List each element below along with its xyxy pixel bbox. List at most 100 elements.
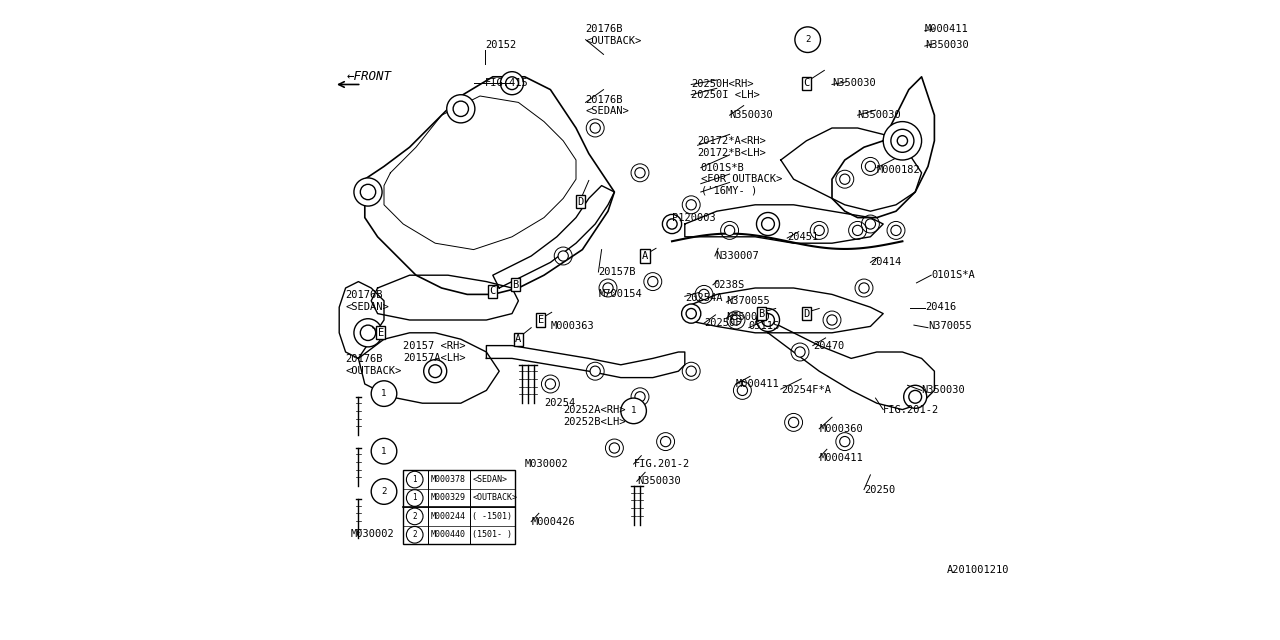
Text: 0101S*B
<FOR OUTBACK>
('16MY- ): 0101S*B <FOR OUTBACK> ('16MY- ) (701, 163, 782, 196)
Circle shape (447, 95, 475, 123)
Circle shape (648, 276, 658, 287)
Text: N370055: N370055 (727, 296, 771, 306)
Text: A201001210: A201001210 (947, 564, 1010, 575)
Circle shape (865, 161, 876, 172)
Text: N350030: N350030 (924, 40, 969, 50)
Circle shape (353, 178, 381, 206)
Circle shape (756, 212, 780, 236)
Text: 20254F*A: 20254F*A (781, 385, 831, 396)
Circle shape (682, 304, 701, 323)
Circle shape (762, 314, 774, 326)
Text: ( -1501): ( -1501) (472, 512, 512, 521)
Circle shape (407, 508, 422, 525)
Text: B: B (759, 308, 764, 319)
Circle shape (353, 319, 381, 347)
Circle shape (762, 218, 774, 230)
Polygon shape (781, 128, 922, 211)
Circle shape (371, 438, 397, 464)
Circle shape (361, 184, 376, 200)
Text: 20176B
<OUTBACK>: 20176B <OUTBACK> (585, 24, 641, 46)
Polygon shape (493, 186, 614, 288)
Text: D: D (577, 196, 584, 207)
Text: M000360: M000360 (819, 424, 863, 434)
Circle shape (590, 366, 600, 376)
Circle shape (407, 471, 422, 488)
Text: 20176B
<SEDAN>: 20176B <SEDAN> (585, 95, 630, 116)
Circle shape (686, 308, 696, 319)
Text: 20157 <RH>
20157A<LH>: 20157 <RH> 20157A<LH> (403, 341, 466, 363)
Text: 20470: 20470 (813, 340, 844, 351)
Text: <OUTBACK>: <OUTBACK> (472, 493, 517, 502)
Text: M000411: M000411 (819, 452, 863, 463)
Circle shape (686, 366, 696, 376)
Circle shape (660, 436, 671, 447)
Circle shape (635, 392, 645, 402)
Text: 20414: 20414 (870, 257, 901, 268)
Text: 20176B
<SEDAN>: 20176B <SEDAN> (346, 290, 389, 312)
Text: 2: 2 (412, 512, 417, 521)
Text: M000329: M000329 (430, 493, 466, 502)
Text: A: A (643, 251, 648, 261)
Circle shape (814, 225, 824, 236)
Text: M030002: M030002 (351, 529, 394, 540)
Text: N350030: N350030 (727, 312, 771, 322)
Circle shape (891, 129, 914, 152)
Text: M000378: M000378 (430, 475, 466, 484)
Circle shape (407, 490, 422, 506)
Text: 20176B
<OUTBACK>: 20176B <OUTBACK> (346, 354, 402, 376)
Circle shape (756, 308, 780, 332)
Text: E: E (538, 315, 544, 325)
Circle shape (506, 77, 518, 90)
Text: D: D (804, 308, 809, 319)
Circle shape (904, 385, 927, 408)
Circle shape (361, 325, 376, 340)
Polygon shape (685, 205, 883, 243)
Circle shape (724, 225, 735, 236)
Circle shape (609, 443, 620, 453)
Circle shape (788, 417, 799, 428)
Text: 20250H<RH>
20250I <LH>: 20250H<RH> 20250I <LH> (691, 79, 760, 100)
Circle shape (883, 122, 922, 160)
Text: 1: 1 (412, 475, 417, 484)
Circle shape (424, 360, 447, 383)
Circle shape (663, 214, 682, 234)
Circle shape (558, 251, 568, 261)
Bar (403, 470, 516, 544)
Circle shape (795, 347, 805, 357)
Circle shape (545, 379, 556, 389)
Circle shape (827, 315, 837, 325)
Text: N350030: N350030 (922, 385, 965, 396)
Text: M000244: M000244 (430, 512, 466, 521)
Circle shape (865, 219, 876, 229)
Circle shape (429, 365, 442, 378)
Text: FIG.201-2: FIG.201-2 (883, 404, 940, 415)
Circle shape (667, 219, 677, 229)
Polygon shape (768, 320, 934, 410)
Circle shape (859, 283, 869, 293)
Text: 20250F: 20250F (704, 318, 741, 328)
Circle shape (371, 381, 397, 406)
Text: 1: 1 (412, 493, 417, 502)
Text: M000411: M000411 (736, 379, 780, 389)
Text: (1501- ): (1501- ) (472, 531, 512, 540)
Text: FIG.201-2: FIG.201-2 (634, 459, 690, 469)
Circle shape (407, 527, 422, 543)
Text: M700154: M700154 (599, 289, 643, 300)
Text: 1: 1 (631, 406, 636, 415)
Circle shape (371, 479, 397, 504)
Text: N370055: N370055 (928, 321, 972, 332)
Text: 1: 1 (381, 447, 387, 456)
Text: M000182: M000182 (877, 164, 920, 175)
Circle shape (731, 315, 741, 325)
Circle shape (590, 123, 600, 133)
Text: A: A (516, 334, 521, 344)
Text: 20252A<RH>
20252B<LH>: 20252A<RH> 20252B<LH> (563, 405, 626, 427)
Text: <SEDAN>: <SEDAN> (472, 475, 507, 484)
Polygon shape (339, 282, 384, 358)
Circle shape (897, 136, 908, 146)
Text: FIG.415: FIG.415 (485, 78, 529, 88)
Text: P120003: P120003 (672, 212, 716, 223)
Circle shape (453, 101, 468, 116)
Text: 20451: 20451 (787, 232, 818, 242)
Text: B: B (512, 280, 518, 290)
